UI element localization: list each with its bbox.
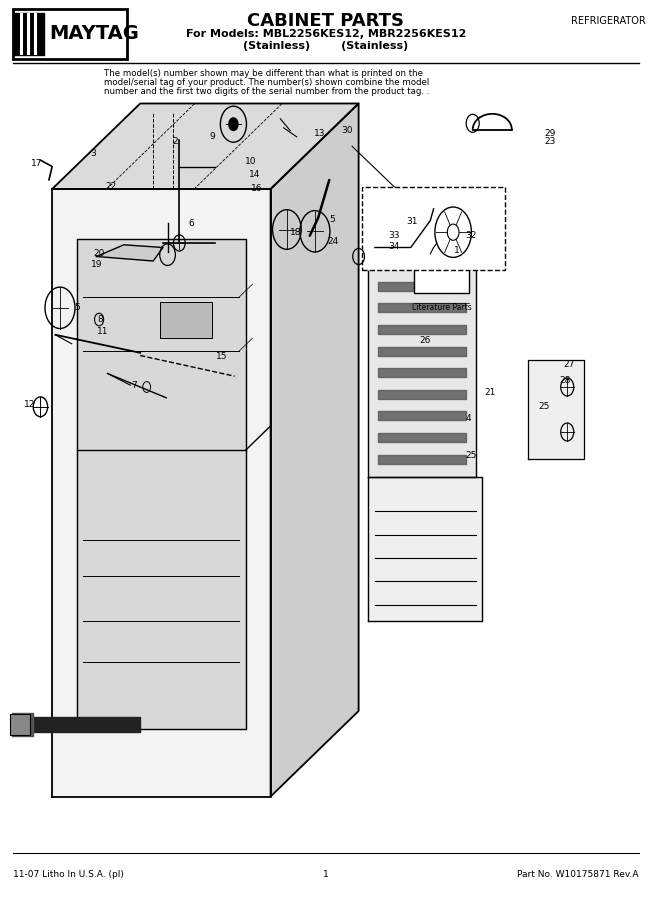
Text: 7: 7: [131, 381, 136, 390]
Text: number and the first two digits of the serial number from the product tag. .: number and the first two digits of the s…: [104, 87, 430, 96]
Text: 19: 19: [91, 260, 102, 269]
Text: 32: 32: [465, 231, 477, 240]
Bar: [10, 714, 30, 735]
Polygon shape: [368, 477, 482, 621]
Text: 33: 33: [389, 231, 400, 240]
Bar: [160, 302, 212, 338]
Polygon shape: [52, 104, 359, 189]
Text: 12: 12: [24, 400, 36, 410]
Text: 25: 25: [465, 451, 477, 460]
Bar: [414, 207, 469, 292]
Text: 13: 13: [314, 129, 325, 138]
Text: 6: 6: [188, 219, 194, 228]
Polygon shape: [96, 245, 163, 261]
Text: 5: 5: [74, 303, 80, 312]
Text: 28: 28: [559, 376, 571, 385]
Text: 2: 2: [172, 137, 177, 146]
Text: 20: 20: [93, 249, 105, 258]
Text: 17: 17: [31, 159, 43, 168]
Text: 5: 5: [330, 215, 335, 224]
Text: 25: 25: [539, 402, 550, 411]
Text: Part No. W10175871 Rev.A: Part No. W10175871 Rev.A: [518, 870, 639, 879]
FancyBboxPatch shape: [13, 9, 127, 58]
Polygon shape: [52, 189, 271, 796]
Text: 8: 8: [97, 315, 102, 324]
Polygon shape: [528, 360, 584, 459]
Text: 31: 31: [406, 217, 418, 226]
Text: 29: 29: [544, 129, 556, 138]
Polygon shape: [77, 238, 246, 729]
Text: 26: 26: [419, 336, 431, 345]
Circle shape: [229, 118, 238, 130]
Text: model/serial tag of your product. The number(s) shown combine the model: model/serial tag of your product. The nu…: [104, 78, 430, 87]
Text: 22: 22: [105, 182, 117, 191]
Text: Literature Parts: Literature Parts: [412, 303, 471, 312]
Text: For Models: MBL2256KES12, MBR2256KES12: For Models: MBL2256KES12, MBR2256KES12: [186, 29, 466, 40]
Text: 23: 23: [544, 137, 556, 146]
Text: 30: 30: [342, 126, 353, 135]
Polygon shape: [271, 104, 359, 796]
Text: 3: 3: [91, 148, 96, 157]
Text: 18: 18: [289, 228, 301, 237]
Text: 16: 16: [250, 184, 262, 193]
Text: 4: 4: [466, 414, 471, 423]
Text: 21: 21: [484, 388, 496, 397]
Text: 11-07 Litho In U.S.A. (pl): 11-07 Litho In U.S.A. (pl): [13, 870, 124, 879]
Text: CABINET PARTS: CABINET PARTS: [248, 12, 404, 30]
Text: (Stainless)        (Stainless): (Stainless) (Stainless): [243, 40, 409, 51]
Text: 34: 34: [389, 242, 400, 251]
Text: MAYTAG: MAYTAG: [50, 24, 140, 43]
Text: 9: 9: [209, 132, 215, 141]
Text: REFRIGERATOR: REFRIGERATOR: [570, 15, 645, 26]
Text: 11: 11: [96, 327, 108, 336]
Text: The model(s) number shown may be different than what is printed on the: The model(s) number shown may be differe…: [104, 69, 423, 78]
Text: 24: 24: [327, 237, 338, 246]
Bar: [362, 187, 505, 270]
Polygon shape: [368, 266, 476, 477]
Text: 10: 10: [245, 158, 257, 166]
Text: 15: 15: [216, 352, 228, 361]
Text: 14: 14: [248, 170, 260, 179]
Text: 1: 1: [454, 246, 459, 255]
Text: 1: 1: [323, 870, 329, 879]
Text: 27: 27: [563, 360, 575, 369]
